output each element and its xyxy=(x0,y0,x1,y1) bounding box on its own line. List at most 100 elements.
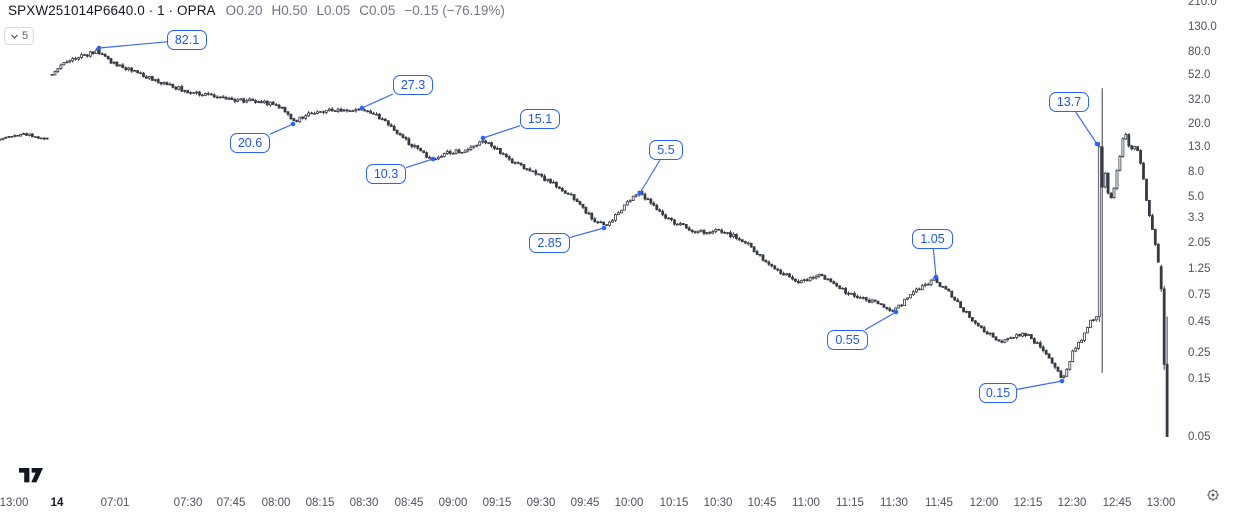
candle-body xyxy=(1077,342,1080,349)
candle-body xyxy=(318,111,322,113)
candle-body xyxy=(522,164,526,170)
candle-body xyxy=(864,297,868,301)
candle-body xyxy=(723,231,726,234)
tradingview-logo[interactable] xyxy=(19,468,43,488)
candle-body xyxy=(1089,319,1092,328)
candle-body xyxy=(658,209,662,212)
candle-body xyxy=(351,110,355,112)
price-axis-tick: 2.05 xyxy=(1188,237,1211,249)
candle-body xyxy=(39,137,43,140)
axis-settings-icon[interactable] xyxy=(1206,488,1220,507)
candle-body xyxy=(1062,375,1066,378)
candle-body xyxy=(808,276,812,282)
candle-body xyxy=(944,286,948,290)
price-axis-tick: 5.0 xyxy=(1188,190,1204,203)
callout-leader-line xyxy=(98,41,168,49)
candle-body xyxy=(30,133,34,138)
price-callout-label[interactable]: 2.85 xyxy=(529,233,570,253)
candle-body xyxy=(531,170,535,173)
candle-body xyxy=(693,231,697,233)
legend-collapse-chip[interactable]: 5 xyxy=(4,27,35,45)
candle-body xyxy=(738,238,741,241)
candle-body xyxy=(670,217,673,221)
candle-body xyxy=(139,72,142,75)
candle-body xyxy=(761,254,765,261)
candle-body xyxy=(1130,145,1134,150)
candle-body xyxy=(528,168,532,172)
candle-body xyxy=(174,86,178,90)
candle-body xyxy=(200,94,204,97)
candle-body xyxy=(310,112,314,115)
candle-body xyxy=(254,100,257,103)
candle-body xyxy=(817,273,821,277)
candle-body xyxy=(1053,362,1057,368)
candle-body xyxy=(1118,155,1122,171)
candle-body xyxy=(71,58,75,62)
candle-body xyxy=(900,304,903,307)
price-callout-label[interactable]: 13.7 xyxy=(1049,92,1089,112)
candle-body xyxy=(286,111,290,115)
candle-body xyxy=(767,261,771,265)
candle-body xyxy=(419,147,423,152)
candle-body xyxy=(649,198,653,204)
candle-body xyxy=(752,246,756,252)
candle-body xyxy=(652,202,656,206)
price-axis-tick: 20.0 xyxy=(1188,118,1211,131)
candle-body xyxy=(271,101,275,105)
price-callout-label[interactable]: 1.05 xyxy=(912,229,953,249)
candle-body xyxy=(1153,229,1157,245)
price-callout-label[interactable]: 5.5 xyxy=(649,140,683,160)
candle-body xyxy=(853,292,856,297)
candle-body xyxy=(1009,337,1013,339)
time-axis-tick: 11:15 xyxy=(836,497,864,509)
candle-body xyxy=(558,186,561,189)
candle-body xyxy=(439,156,443,158)
time-axis-tick: 10:00 xyxy=(614,497,644,509)
price-callout-label[interactable]: 15.1 xyxy=(520,109,560,129)
price-callout-label[interactable]: 82.1 xyxy=(167,30,207,50)
price-callout-label[interactable]: 10.3 xyxy=(366,164,406,184)
candle-body xyxy=(590,212,594,220)
candle-body xyxy=(142,72,145,78)
candle-body xyxy=(1000,340,1004,343)
price-callout-label[interactable]: 20.6 xyxy=(230,133,270,153)
candle-body xyxy=(1142,162,1145,180)
candle-body xyxy=(53,70,57,76)
candle-body xyxy=(850,292,853,295)
callout-anchor-dot xyxy=(480,135,486,141)
candle-body xyxy=(277,104,281,109)
price-callout-label[interactable]: 0.55 xyxy=(827,330,868,350)
candle-body xyxy=(965,311,968,313)
candle-body xyxy=(42,137,46,140)
callout-leader-line xyxy=(932,248,937,278)
callout-anchor-dot xyxy=(96,45,102,51)
candle-body xyxy=(702,229,706,234)
candle-body xyxy=(1109,192,1113,199)
candle-body xyxy=(227,97,231,100)
ohlc-readout: O0.20 H0.50 L0.05 C0.05 −0.15 (−76.19%) xyxy=(226,3,505,18)
candle-body xyxy=(401,134,405,138)
candle-body xyxy=(0,138,2,141)
symbol-title[interactable]: SPXW251014P6640.0 · 1 · OPRA xyxy=(8,3,216,18)
candle-body xyxy=(1136,146,1139,151)
time-axis-tick: 08:15 xyxy=(305,497,335,509)
candle-body xyxy=(578,201,582,205)
candle-body xyxy=(888,308,892,311)
candle-body xyxy=(369,110,373,114)
time-axis-tick: 09:00 xyxy=(438,497,468,509)
candle-body xyxy=(80,54,83,59)
candle-body xyxy=(124,67,128,70)
candle-body xyxy=(425,152,429,158)
candle-body xyxy=(215,96,219,99)
candle-body xyxy=(147,76,151,79)
price-callout-label[interactable]: 27.3 xyxy=(393,75,433,95)
candle-body xyxy=(472,145,476,148)
candle-body xyxy=(25,133,28,136)
candle-body xyxy=(103,53,107,57)
price-callout-label[interactable]: 0.15 xyxy=(979,383,1017,403)
candle-body xyxy=(198,91,201,96)
candle-body xyxy=(1035,342,1039,344)
candle-body xyxy=(1127,134,1131,147)
price-chart-canvas[interactable] xyxy=(0,0,1180,490)
candle-body xyxy=(525,168,529,170)
